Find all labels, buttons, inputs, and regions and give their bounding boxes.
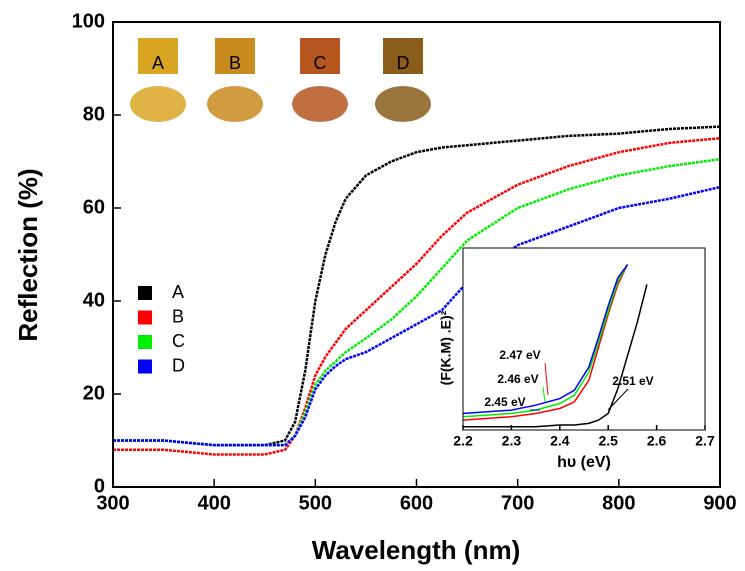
x-tick-label: 500: [299, 492, 332, 514]
annotation: 2.51 eV: [612, 374, 653, 388]
x-tick-label: 2.6: [647, 433, 667, 449]
series-line: [462, 264, 629, 418]
series-line: [462, 264, 629, 415]
color-swatch: [300, 38, 340, 74]
legend-label: B: [172, 306, 184, 326]
series-line: [113, 125, 721, 447]
swatch-label: D: [397, 53, 410, 73]
plot-frame: [462, 247, 706, 431]
powder-sample: [375, 86, 431, 122]
annotation-arrow: [544, 362, 549, 396]
x-tick-label: 2.3: [502, 433, 522, 449]
x-tick-label: 2.7: [695, 433, 715, 449]
x-axis-label: Wavelength (nm): [312, 535, 520, 565]
series-line: [462, 264, 629, 421]
swatch-label: C: [314, 53, 327, 73]
x-axis-label: hυ (eV): [557, 454, 611, 471]
legend-swatch: [138, 310, 152, 325]
annotation: 2.45 eV: [484, 395, 525, 409]
annotation: 2.46 eV: [497, 372, 538, 386]
annotation-arrow: [607, 388, 629, 411]
legend-label: D: [172, 355, 185, 375]
legend-label: C: [172, 331, 185, 351]
legend-swatch: [138, 359, 152, 374]
annotation-arrow: [542, 386, 546, 403]
powder-sample: [130, 86, 186, 122]
series-line: [113, 137, 721, 456]
x-tick-label: 400: [197, 492, 230, 514]
y-tick-label: 60: [83, 196, 105, 218]
color-swatch: [138, 38, 178, 74]
series-line: [113, 185, 721, 447]
y-axis-label: (F(K.M) .E)²: [438, 310, 454, 385]
x-tick-label: 2.4: [550, 433, 570, 449]
swatch-label: A: [152, 53, 164, 73]
swatch-label: B: [229, 53, 241, 73]
x-tick-label: 2.2: [453, 433, 473, 449]
legend-swatch: [138, 335, 152, 349]
y-tick-label: 100: [72, 10, 105, 32]
y-tick-label: 0: [94, 475, 105, 497]
x-tick-label: 800: [602, 492, 635, 514]
powder-sample: [292, 86, 348, 122]
legend-swatch: [138, 286, 152, 300]
x-tick-label: 700: [501, 492, 534, 514]
y-tick-label: 20: [83, 382, 105, 404]
x-tick-label: 300: [96, 492, 129, 514]
x-tick-label: 600: [400, 492, 433, 514]
powder-sample: [207, 86, 263, 122]
x-tick-label: 2.5: [598, 433, 618, 449]
annotation: 2.47 eV: [499, 348, 540, 362]
legend-label: A: [172, 282, 184, 302]
color-swatch: [383, 38, 423, 74]
x-tick-label: 900: [703, 492, 736, 514]
y-tick-label: 80: [83, 103, 105, 125]
y-tick-label: 40: [83, 289, 105, 311]
inset-background: [463, 248, 705, 430]
y-axis-label: Reflection (%): [13, 168, 43, 341]
color-swatch: [215, 38, 255, 74]
